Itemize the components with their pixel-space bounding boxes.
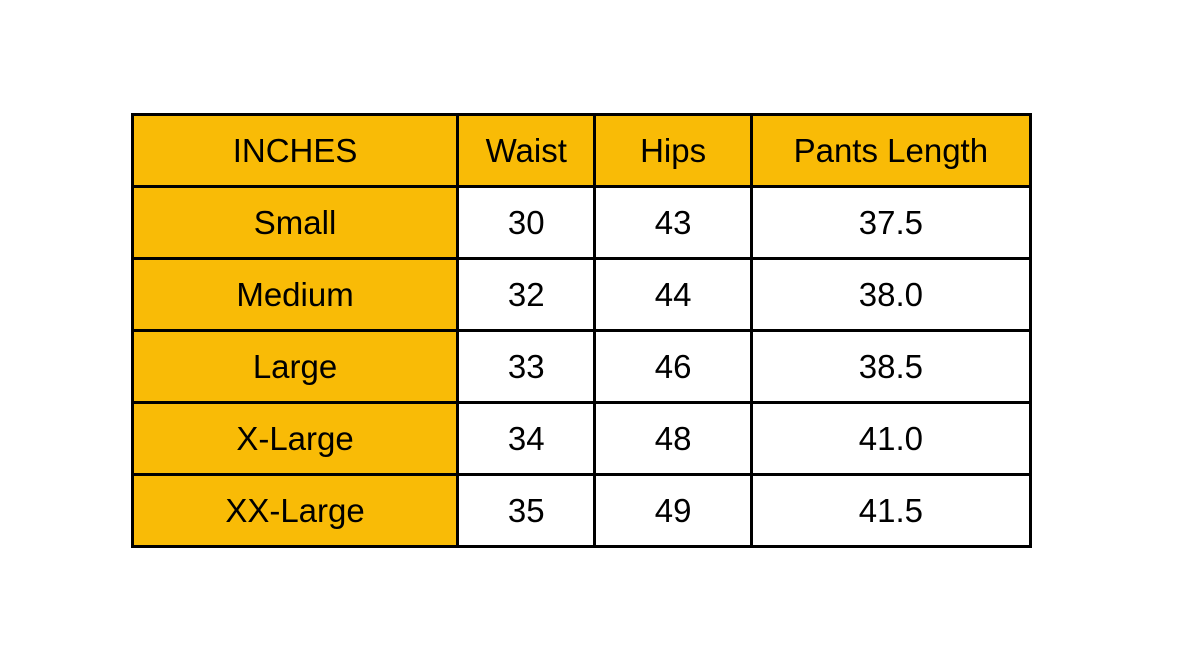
waist-value-cell: 35: [456, 473, 597, 548]
header-cell-hips: Hips: [593, 113, 753, 188]
hips-value-cell: 46: [593, 329, 753, 404]
table-row-x-large: X-Large 34 48 41.0: [130, 401, 1033, 476]
hips-value-cell: 43: [593, 185, 753, 260]
header-cell-inches: INCHES: [130, 113, 460, 188]
table-row-medium: Medium 32 44 38.0: [130, 257, 1033, 332]
size-chart-table: INCHES Waist Hips Pants Length Small 30 …: [130, 113, 1033, 548]
hips-value-cell: 49: [593, 473, 753, 548]
size-label-cell: XX-Large: [130, 473, 460, 548]
size-label-cell: Medium: [130, 257, 460, 332]
table-row-xx-large: XX-Large 35 49 41.5: [130, 473, 1033, 548]
header-row: INCHES Waist Hips Pants Length: [130, 113, 1033, 188]
table-row-small: Small 30 43 37.5: [130, 185, 1033, 260]
table-row-large: Large 33 46 38.5: [130, 329, 1033, 404]
header-cell-pants-length: Pants Length: [749, 113, 1033, 188]
waist-value-cell: 30: [456, 185, 597, 260]
size-label-cell: Small: [130, 185, 460, 260]
waist-value-cell: 32: [456, 257, 597, 332]
length-value-cell: 38.0: [749, 257, 1033, 332]
hips-value-cell: 44: [593, 257, 753, 332]
size-label-cell: Large: [130, 329, 460, 404]
size-label-cell: X-Large: [130, 401, 460, 476]
hips-value-cell: 48: [593, 401, 753, 476]
waist-value-cell: 33: [456, 329, 597, 404]
length-value-cell: 37.5: [749, 185, 1033, 260]
length-value-cell: 38.5: [749, 329, 1033, 404]
header-cell-waist: Waist: [456, 113, 597, 188]
length-value-cell: 41.5: [749, 473, 1033, 548]
waist-value-cell: 34: [456, 401, 597, 476]
length-value-cell: 41.0: [749, 401, 1033, 476]
